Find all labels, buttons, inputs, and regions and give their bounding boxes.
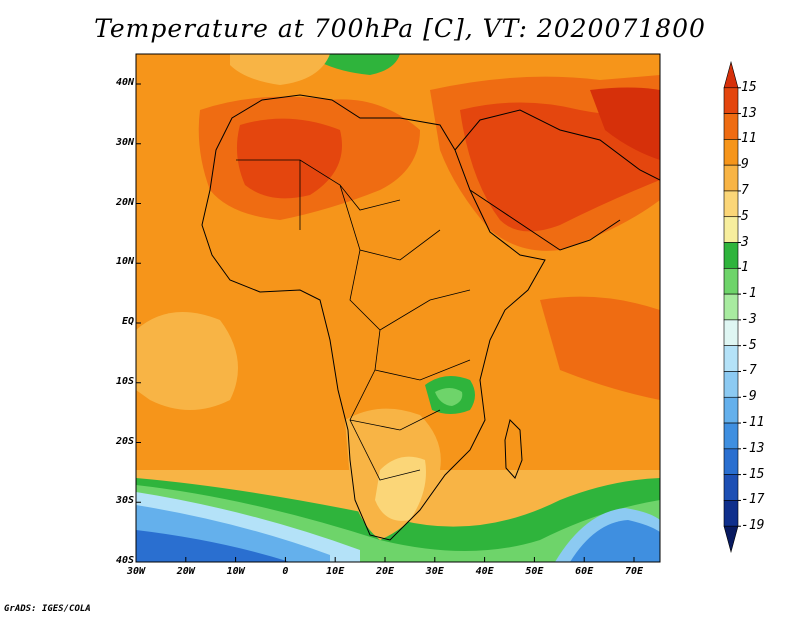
lat-label: 20N [115, 196, 134, 208]
lon-label: 70E [624, 566, 644, 577]
field-iberia [230, 54, 330, 85]
colorbar-swatch [723, 396, 739, 424]
map-title: Temperature at 700hPa [C], VT: 202007180… [94, 14, 706, 43]
lat-label: 10N [115, 256, 134, 268]
colorbar-swatch [723, 216, 739, 243]
colorbar-label: -9 [741, 389, 757, 405]
colorbar [723, 60, 741, 554]
colorbar-swatch [723, 242, 739, 269]
field-europe-cool [320, 54, 400, 75]
colorbar-label: 11 [741, 131, 757, 147]
colorbar-label: -5 [741, 337, 757, 353]
colorbar-swatch [723, 422, 739, 450]
colorbar-label: -11 [741, 415, 765, 431]
arabia-coastline [454, 109, 660, 251]
colorbar-swatch [723, 371, 739, 398]
lon-label: 60E [575, 566, 594, 577]
colorbar-label: 5 [741, 208, 749, 224]
field-sahara-hot [236, 118, 342, 199]
colorbar-swatch [723, 268, 739, 295]
country-borders [236, 159, 471, 481]
lat-label: 10S [115, 375, 134, 387]
colorbar-label: -17 [741, 492, 765, 508]
field-atlantic-pool [136, 312, 238, 410]
colorbar-label: -7 [741, 363, 757, 379]
colorbar-label: -15 [741, 466, 765, 482]
colorbar-label: 9 [741, 157, 749, 173]
colorbar-label: 1 [741, 260, 749, 276]
axis-ticks [135, 83, 635, 563]
colorbar-swatch [723, 474, 739, 501]
lon-label: 20W [176, 566, 195, 577]
temperature-field [136, 54, 660, 562]
colorbar-label: -19 [741, 518, 765, 534]
colorbar-swatch [723, 345, 739, 372]
lat-label: 40S [115, 555, 134, 566]
field-band-se-minus11 [570, 520, 660, 562]
lat-label: EQ [121, 316, 134, 327]
colorbar-swatch [723, 525, 739, 554]
lat-label: 30S [115, 495, 134, 507]
colorbar-swatch [723, 113, 739, 140]
credit-text: GrADS: IGES/COLA [4, 604, 91, 614]
colorbar-swatch [723, 293, 739, 321]
field-east-africa-highland-inner [435, 388, 463, 406]
lat-label: 40N [115, 77, 134, 88]
colorbar-swatch [723, 164, 739, 192]
field-band-minus13 [136, 530, 290, 562]
lon-label: 50E [525, 566, 544, 577]
field-arabia-hot [460, 102, 660, 232]
africa-coastline [201, 94, 546, 541]
lon-label: 20E [375, 566, 395, 577]
lon-label: 0 [282, 566, 289, 577]
colorbar-label: 13 [741, 105, 757, 121]
colorbar-label: 7 [741, 182, 749, 198]
colorbar-label: -1 [741, 286, 757, 302]
field-indian-ocean-pool [540, 296, 660, 400]
field-southern-africa-inner [375, 456, 426, 521]
colorbar-swatch [723, 60, 739, 89]
colorbar-label: 3 [741, 234, 749, 250]
lon-label: 10W [226, 566, 245, 577]
lon-label: 40E [475, 566, 494, 577]
lon-label: 30W [126, 566, 146, 577]
lat-label: 30N [115, 136, 134, 148]
lon-label: 10E [326, 566, 345, 577]
map-frame [135, 53, 661, 563]
colorbar-swatch [723, 500, 739, 527]
colorbar-swatch [723, 319, 739, 346]
colorbar-swatch [723, 87, 739, 114]
colorbar-label: 15 [741, 79, 757, 95]
lat-label: 20S [115, 435, 134, 447]
colorbar-swatch [723, 139, 739, 166]
colorbar-label: -3 [741, 311, 757, 327]
colorbar-label: -13 [741, 440, 765, 456]
lon-label: 30E [425, 566, 444, 577]
colorbar-swatch [723, 448, 739, 475]
colorbar-swatch [723, 190, 739, 218]
field-iran-hot [590, 87, 660, 160]
madagascar-outline [504, 419, 523, 479]
